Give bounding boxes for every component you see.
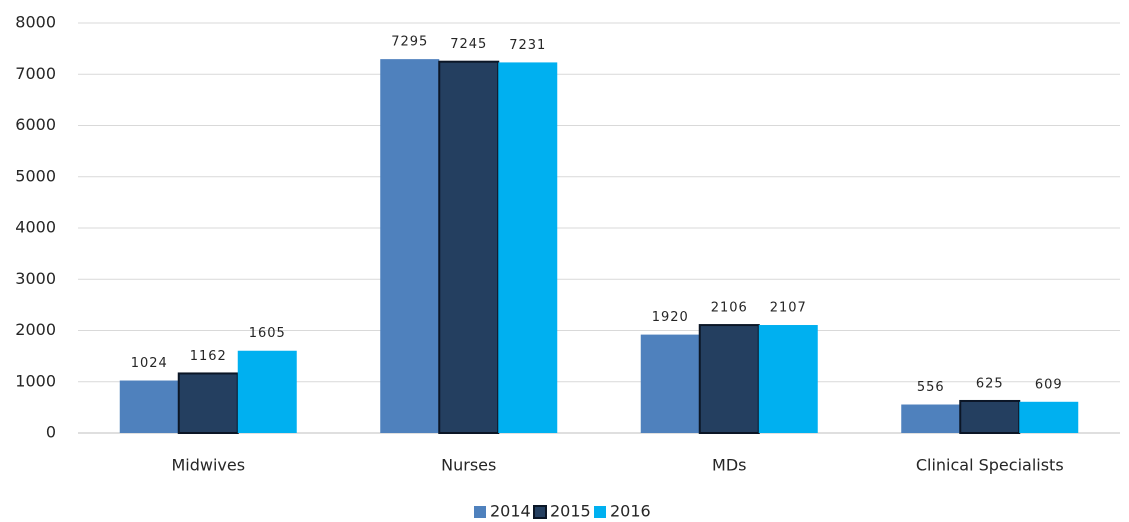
y-tick-label: 8000 [15, 13, 56, 32]
x-tick-label: Nurses [441, 456, 496, 475]
y-tick-label: 1000 [15, 371, 56, 390]
bar [959, 399, 1021, 434]
data-label: 609 [1035, 377, 1063, 392]
data-label: 7231 [509, 38, 546, 53]
bar [237, 350, 297, 433]
bar [698, 324, 760, 435]
bar [640, 334, 700, 433]
legend-swatch [533, 505, 547, 519]
bar [438, 60, 500, 434]
y-tick-label: 6000 [15, 115, 56, 134]
x-tick-label: Midwives [171, 456, 245, 475]
data-label: 2106 [711, 301, 748, 316]
bar [901, 404, 961, 433]
bar [498, 62, 558, 433]
data-label: 1605 [249, 326, 286, 341]
legend-label: 2014 [490, 502, 531, 521]
data-label: 7295 [391, 35, 428, 50]
data-label: 7245 [450, 37, 487, 52]
y-tick-label: 4000 [15, 218, 56, 237]
y-tick-label: 3000 [15, 269, 56, 288]
bar [1019, 401, 1079, 433]
legend-label: 2016 [610, 502, 651, 521]
bar [119, 380, 179, 433]
data-label: 1162 [190, 349, 227, 364]
y-tick-label: 2000 [15, 320, 56, 339]
y-tick-label: 7000 [15, 64, 56, 83]
legend-label: 2015 [550, 502, 591, 521]
data-label: 1920 [652, 310, 689, 325]
data-label: 2107 [770, 301, 807, 316]
data-label: 556 [917, 380, 945, 395]
legend-swatch [474, 506, 486, 518]
data-label: 1024 [131, 356, 168, 371]
y-tick-label: 5000 [15, 166, 56, 185]
x-tick-label: MDs [712, 456, 746, 475]
bar [758, 325, 818, 433]
legend-swatch [594, 506, 606, 518]
x-tick-label: Clinical Specialists [916, 456, 1064, 475]
data-label: 625 [976, 376, 1004, 391]
y-tick-label: 0 [46, 423, 56, 442]
bar [380, 59, 440, 433]
bar [177, 372, 239, 435]
